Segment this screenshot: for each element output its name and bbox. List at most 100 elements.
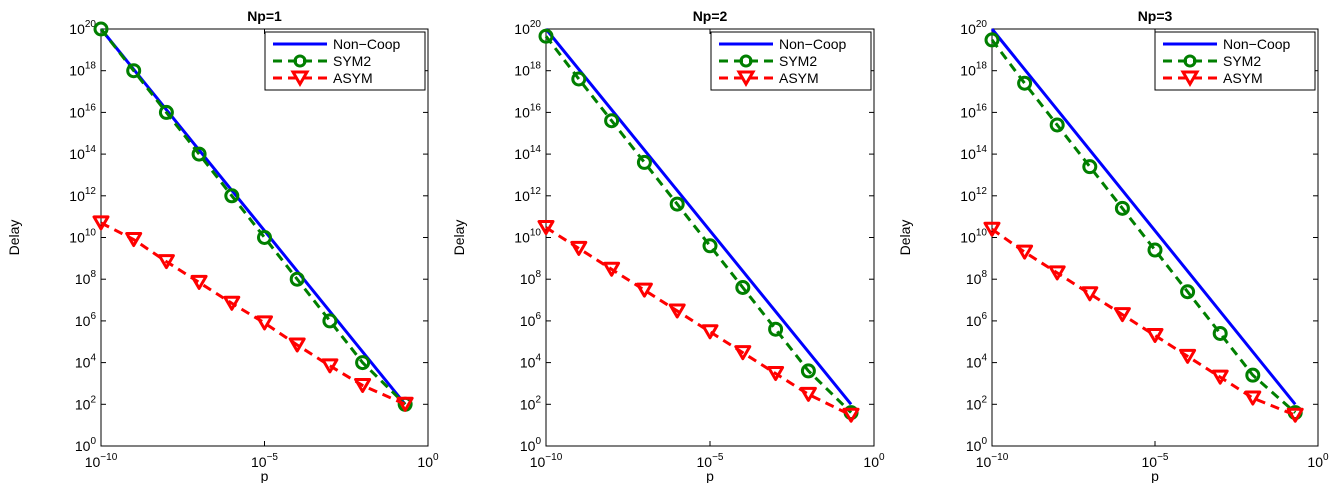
y-tick-label-base: 10 (960, 188, 976, 204)
series-line-non-coop (544, 28, 853, 406)
legend-label-sym2: SYM2 (779, 53, 817, 69)
x-tick-label-exp: −5 (712, 452, 724, 463)
y-tick-label-exp: 2 (981, 394, 987, 405)
x-tick-label-base: 10 (417, 454, 433, 470)
legend-label-non-coop: Non−Coop (333, 36, 401, 52)
y-tick-label-exp: 14 (85, 144, 97, 155)
y-tick-label: 1018 (69, 61, 96, 79)
y-tick-label: 100 (520, 436, 542, 454)
data-point-asym (256, 315, 273, 331)
x-tick-label: 10−5 (697, 452, 724, 470)
y-tick-label-base: 10 (960, 104, 976, 120)
y-tick-label-exp: 18 (976, 61, 988, 72)
y-tick-label-exp: 2 (90, 394, 96, 405)
y-tick-label: 1020 (514, 19, 541, 37)
data-point-asym (1211, 369, 1229, 385)
y-tick-label-exp: 20 (976, 19, 988, 30)
x-tick-label: 10−5 (251, 452, 278, 470)
x-tick-label-base: 10 (530, 454, 546, 470)
legend-marker-asym (1180, 70, 1200, 87)
y-tick-label-exp: 0 (535, 436, 541, 447)
data-point-asym (983, 221, 1001, 237)
legend-marker-sym2 (293, 54, 307, 68)
data-point-asym (1081, 286, 1099, 302)
x-tick-label: 100 (1307, 452, 1329, 470)
y-tick-label-exp: 12 (976, 186, 988, 197)
data-point-asym (1048, 265, 1066, 281)
legend-label-sym2: SYM2 (333, 53, 371, 69)
data-point-asym (354, 377, 372, 393)
y-tick-label-exp: 4 (90, 353, 96, 364)
data-point-sym2 (191, 146, 207, 162)
data-point-sym2 (636, 154, 652, 170)
data-point-sym2 (669, 196, 685, 212)
series-line-sym2 (990, 38, 1297, 414)
x-axis-label: p (261, 468, 269, 483)
x-tick-label-exp: −10 (991, 452, 1008, 463)
y-axis-label: Delay (6, 220, 22, 256)
data-point-asym (92, 215, 110, 231)
data-point-sym2 (1245, 367, 1261, 383)
y-tick-label-base: 10 (514, 188, 530, 204)
y-tick-label: 1014 (514, 144, 541, 162)
y-tick-label: 1010 (69, 228, 96, 246)
y-tick-label: 104 (75, 353, 97, 371)
panel-np3: Np=3100102104106108101010121014101610181… (897, 8, 1329, 483)
legend-marker-sym2 (739, 54, 753, 68)
data-point-sym2 (538, 28, 554, 44)
data-point-sym2 (768, 321, 784, 337)
series-line-non-coop (990, 28, 1297, 406)
data-point-asym (799, 386, 817, 402)
y-tick-label-exp: 4 (981, 353, 987, 364)
x-tick-label-base: 10 (863, 454, 879, 470)
y-tick-label-exp: 16 (976, 102, 988, 113)
x-tick-label-base: 10 (1142, 454, 1158, 470)
y-tick-label: 106 (75, 311, 97, 329)
x-tick-label: 10−10 (976, 452, 1009, 470)
y-tick-label: 1018 (514, 61, 541, 79)
data-point-sym2 (322, 313, 338, 329)
x-axis-label: p (1151, 468, 1159, 483)
y-tick-label-base: 10 (514, 104, 530, 120)
y-tick-label-base: 10 (69, 63, 85, 79)
legend-label-asym: ASYM (1223, 70, 1263, 86)
chart-title: Np=1 (247, 8, 282, 24)
y-tick-label-exp: 18 (530, 61, 542, 72)
chart-title: Np=2 (693, 8, 728, 24)
y-tick-label-base: 10 (514, 146, 530, 162)
series-line-sym2 (544, 35, 853, 414)
data-point-asym (1113, 307, 1131, 323)
y-tick-label-exp: 10 (85, 228, 97, 239)
y-tick-label: 1012 (514, 186, 541, 204)
y-tick-label: 108 (75, 269, 97, 287)
y-tick-label: 104 (966, 353, 988, 371)
y-tick-label-base: 10 (514, 21, 530, 37)
x-tick-label-exp: −5 (1157, 452, 1169, 463)
x-tick-label: 10−10 (85, 452, 118, 470)
y-tick-label: 106 (520, 311, 542, 329)
y-tick-label-exp: 14 (530, 144, 542, 155)
data-point-sym2 (571, 71, 587, 87)
data-point-asym (157, 254, 175, 270)
y-axis-label: Delay (897, 220, 913, 256)
y-tick-label-exp: 8 (535, 269, 541, 280)
x-tick-label: 100 (417, 452, 439, 470)
data-point-sym2 (158, 104, 174, 120)
data-point-asym (635, 282, 653, 298)
data-point-asym (1244, 390, 1262, 406)
y-tick-label-exp: 6 (535, 311, 541, 322)
y-tick-label: 1020 (960, 19, 987, 37)
y-tick-label-exp: 14 (976, 144, 988, 155)
data-point-asym (396, 396, 414, 412)
y-tick-label-base: 10 (69, 188, 85, 204)
x-tick-label: 10−10 (530, 452, 563, 470)
data-point-sym2 (126, 63, 142, 79)
x-tick-label-exp: 0 (433, 452, 439, 463)
y-tick-label-base: 10 (520, 271, 536, 287)
data-point-sym2 (1114, 200, 1130, 216)
y-tick-label-exp: 2 (535, 394, 541, 405)
data-point-sym2 (289, 271, 305, 287)
